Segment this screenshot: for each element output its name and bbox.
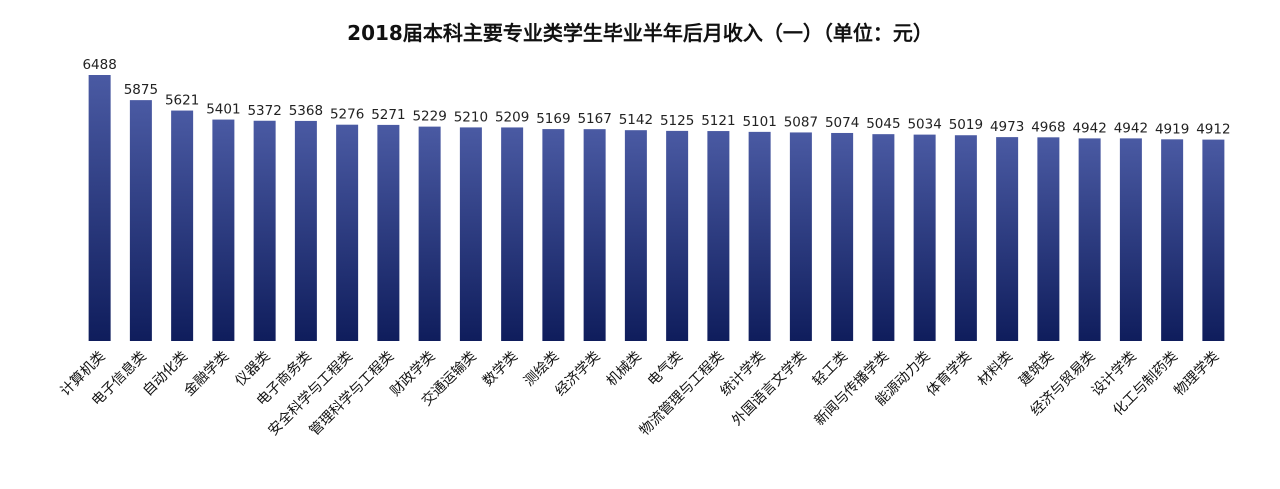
value-labels-layer: 6488 5875 5621 5401 5372 5368 5276 5271 5229 5210…	[82, 57, 1230, 138]
bar	[1161, 139, 1184, 341]
bar	[294, 120, 317, 341]
x-tick-label: 数学类	[480, 349, 521, 390]
bar	[1078, 138, 1101, 341]
bar-value-label: 5121	[701, 113, 735, 129]
bar	[336, 124, 359, 341]
bar-value-label: 4942	[1072, 120, 1106, 136]
bars-layer	[88, 75, 1225, 342]
x-tick-label: 经济学类	[553, 349, 604, 400]
bar-value-label: 4912	[1196, 122, 1230, 138]
bar	[872, 134, 895, 341]
bar-value-label: 5019	[949, 117, 983, 133]
bar-value-label: 5372	[247, 103, 281, 119]
bar-value-label: 5210	[454, 109, 488, 125]
bar-value-label: 5101	[742, 114, 776, 130]
bar	[88, 75, 111, 341]
bar	[831, 132, 854, 341]
x-tick-label: 体育学类	[924, 349, 975, 400]
x-tick-label: 物理学类	[1171, 349, 1222, 400]
x-tick-label: 自动化类	[140, 349, 191, 400]
bar	[1119, 138, 1142, 341]
bar-value-label: 5276	[330, 107, 364, 123]
x-tick-label: 材料类	[975, 349, 1016, 390]
bar	[212, 119, 235, 341]
bar	[583, 129, 606, 341]
bar	[1202, 139, 1225, 341]
chart-title: 2018届本科主要专业类学生毕业半年后月收入（一）（单位：元）	[347, 21, 933, 45]
bar	[459, 127, 482, 342]
bar	[501, 127, 524, 341]
bar	[542, 129, 565, 341]
bar-value-label: 5045	[866, 116, 900, 132]
bar-value-label: 5271	[371, 107, 405, 123]
bar-value-label: 5875	[124, 82, 158, 98]
bar	[418, 126, 441, 342]
bar	[377, 124, 400, 342]
bar-value-label: 5368	[289, 103, 323, 119]
bar	[707, 131, 730, 341]
bar	[996, 137, 1019, 341]
bar-value-label: 5169	[536, 111, 570, 127]
bar-value-label: 5401	[206, 102, 240, 118]
bar-value-label: 5229	[412, 109, 446, 125]
bar	[954, 135, 977, 341]
x-tick-label: 机械类	[604, 349, 645, 390]
bar-value-label: 5621	[165, 93, 199, 109]
bar	[913, 134, 936, 341]
bar-value-label: 4968	[1031, 119, 1065, 135]
bar	[624, 130, 647, 341]
bar	[789, 132, 812, 341]
x-tick-label: 金融学类	[181, 349, 232, 400]
bar-value-label: 4973	[990, 119, 1024, 135]
bar-value-label: 5034	[907, 117, 941, 133]
bar-value-label: 5167	[577, 111, 611, 127]
bar	[1037, 137, 1060, 341]
bar-value-label: 5125	[660, 113, 694, 129]
bar	[129, 100, 152, 341]
bar	[171, 110, 194, 341]
x-tick-label: 外国语言文学类	[729, 349, 810, 430]
bar-value-label: 6488	[82, 57, 116, 73]
bar-value-label: 4919	[1155, 121, 1189, 137]
bar-value-label: 5074	[825, 115, 859, 131]
bar-value-label: 4942	[1114, 120, 1148, 136]
bar-value-label: 5087	[784, 114, 818, 130]
x-tick-label: 新闻与传播学类	[812, 349, 893, 430]
bar	[253, 120, 276, 341]
bar	[748, 131, 771, 341]
bar-value-label: 5209	[495, 109, 529, 125]
bar-value-label: 5142	[619, 112, 653, 128]
bar	[666, 130, 689, 341]
